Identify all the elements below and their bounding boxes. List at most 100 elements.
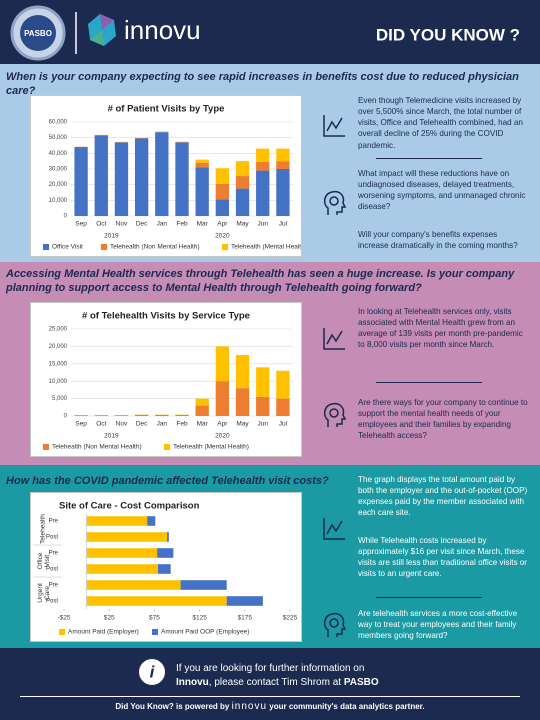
paragraph: Are telehealth services a more cost-effe…: [358, 609, 518, 641]
bar-segment: [195, 162, 209, 168]
powered-by: Did You Know? is powered by innovu your …: [0, 701, 540, 712]
chart-title: # of Patient Visits by Type: [108, 104, 225, 115]
legend-swatch: [101, 244, 107, 250]
legend-label: Amount Paid (Employer): [68, 629, 139, 636]
banner: DID YOU KNOW ?: [376, 25, 520, 44]
legend-label: Telehealth (Mental Health): [173, 444, 249, 451]
x-tick-label: May: [236, 421, 249, 428]
bar-segment: [226, 596, 263, 606]
x-tick-label: Jun: [257, 421, 268, 428]
bar-segment: [175, 414, 189, 416]
legend-swatch: [43, 444, 49, 450]
bar-segment: [155, 414, 169, 416]
legend-swatch: [152, 629, 158, 635]
bar-segment: [256, 148, 270, 162]
y-tick-label: 25,000: [49, 327, 68, 333]
legend-label: Telehealth (Mental Health): [231, 244, 301, 251]
x-tick-label: May: [236, 221, 249, 228]
group-label: UrgentCare: [37, 583, 51, 603]
paragraph: Will your company's benefits expenses in…: [358, 230, 518, 251]
y-tick-label: 10,000: [49, 198, 68, 204]
bar-segment: [195, 405, 209, 416]
bar-segment: [215, 381, 230, 416]
legend-label: Telehealth (Non Mental Health): [110, 244, 200, 251]
paragraph: In looking at Telehealth services only, …: [358, 307, 523, 350]
y-tick-label: Pre: [49, 551, 59, 557]
svg-text:i: i: [150, 662, 156, 681]
x-tick-label: Dec: [136, 221, 148, 228]
bar-segment: [86, 548, 158, 558]
x-tick-label: Feb: [176, 221, 188, 228]
x-tick-label: $25: [104, 615, 115, 622]
brand-mark: [90, 30, 104, 46]
brand-mark: [100, 14, 114, 30]
y-tick-label: 60,000: [49, 120, 68, 126]
paragraph: What impact will these reductions have o…: [358, 169, 526, 212]
bar-segment: [215, 199, 230, 216]
x-tick-label: Sep: [75, 221, 87, 228]
bar-segment: [158, 564, 171, 574]
group-label: Telehealth: [40, 514, 47, 544]
bar-segment: [276, 169, 290, 216]
x-tick-label: Jan: [157, 421, 168, 428]
legend-swatch: [164, 444, 170, 450]
bar-segment: [195, 167, 209, 216]
y-tick-label: 20,000: [49, 182, 68, 188]
bar-segment: [86, 596, 227, 606]
bar-segment: [147, 516, 156, 526]
x-tick-label: Jul: [279, 421, 288, 428]
chart: Site of Care - Cost Comparison -$25 $25 $75…: [33, 501, 298, 636]
group-label: 2020: [215, 433, 230, 440]
legend-swatch: [43, 244, 49, 250]
icon: [323, 328, 345, 350]
x-tick-label: Nov: [116, 221, 128, 228]
bar-segment: [235, 388, 250, 416]
bar-segment: [235, 176, 250, 189]
legend-label: Amount Paid OOP (Employee): [161, 629, 249, 636]
bar-segment: [195, 159, 209, 163]
icon: [323, 402, 347, 427]
bar-segment: [235, 188, 250, 216]
x-tick-label: $175: [238, 615, 253, 622]
y-tick-label: 40,000: [49, 151, 68, 157]
y-tick-label: Pre: [49, 519, 59, 525]
seal-text: PASBO: [24, 29, 52, 38]
bar-segment: [180, 580, 227, 590]
chart-title: # of Telehealth Visits by Service Type: [82, 311, 250, 322]
bar-segment: [195, 398, 209, 406]
bar-segment: [256, 161, 270, 171]
paragraph: The graph displays the total amount paid…: [358, 475, 528, 518]
bar-segment: [276, 161, 290, 169]
y-tick-label: Post: [46, 535, 58, 541]
y-tick-label: 30,000: [49, 167, 68, 173]
y-tick-label: Pre: [49, 583, 59, 589]
bar-segment: [215, 346, 230, 382]
y-tick-label: 0: [64, 414, 68, 420]
group-label: OfficeVisit: [37, 552, 51, 569]
y-tick-label: Post: [46, 567, 58, 573]
y-tick-label: 0: [64, 214, 68, 220]
bar-segment: [276, 148, 290, 162]
legend-swatch: [222, 244, 228, 250]
bar-segment: [175, 142, 189, 216]
chart-box: # of Patient Visits by Type 0 10,000 20,000…: [30, 95, 307, 257]
question: How has the COVID pandemic affected Tele…: [6, 475, 329, 487]
icon: [323, 612, 347, 637]
legend-label: Telehealth (Non Mental Health): [52, 444, 142, 451]
bar-segment: [155, 132, 169, 216]
bar-segment: [74, 147, 88, 216]
header: PASBO innovu DID YOU KNOW ?: [0, 0, 540, 64]
bar-segment: [94, 415, 108, 416]
x-tick-label: Apr: [217, 221, 228, 228]
group-label: 2019: [104, 233, 119, 240]
bar-segment: [235, 161, 250, 177]
bar-segment: [167, 532, 169, 542]
divider: [376, 158, 482, 159]
chart-title: Site of Care - Cost Comparison: [59, 501, 200, 512]
paragraph: Are there ways for your company to conti…: [358, 398, 528, 441]
contact: If you are looking for further informati…: [176, 662, 476, 689]
x-tick-label: -$25: [57, 615, 70, 622]
x-tick-label: $125: [192, 615, 207, 622]
bar-segment: [74, 415, 88, 416]
bar-segment: [256, 367, 270, 397]
